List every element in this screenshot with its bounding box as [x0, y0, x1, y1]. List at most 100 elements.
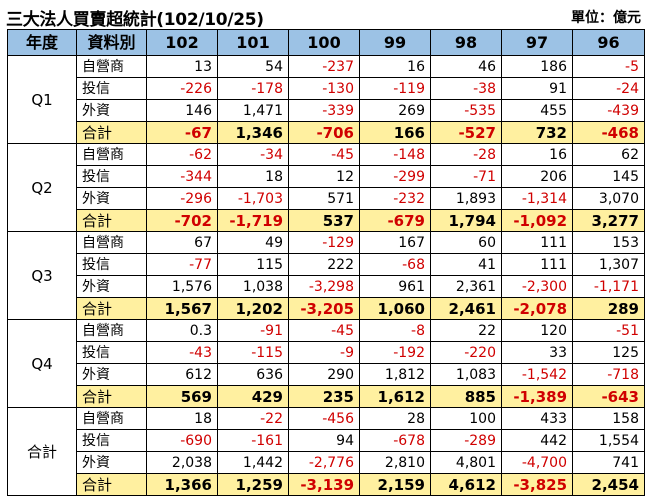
value-cell: -3,298 [288, 275, 360, 298]
value-cell: 158 [572, 407, 645, 430]
value-cell: -51 [572, 319, 645, 342]
table-row: 外資 -296 -1,703 571 -232 1,893 -1,314 3,070 [8, 187, 645, 210]
value-cell: -9 [288, 341, 360, 364]
value-cell: -439 [572, 99, 645, 122]
value-cell: -34 [217, 143, 289, 166]
value-cell: 269 [359, 99, 431, 122]
value-cell: -161 [217, 429, 289, 452]
table-row: Q2 自營商 -62 -34 -45 -148 -28 16 62 [7, 143, 645, 232]
value-cell: -3,139 [288, 473, 360, 496]
value-cell: 125 [572, 341, 645, 364]
value-cell: -289 [430, 429, 502, 452]
value-cell: -1,703 [217, 187, 289, 210]
period-label: Q1 [7, 55, 77, 144]
category-label: 合計 [76, 121, 147, 144]
category-label: 外資 [76, 275, 147, 298]
value-cell: 1,576 [146, 275, 218, 298]
value-cell: -299 [359, 165, 431, 188]
value-cell: 1,259 [217, 473, 289, 496]
value-cell: 16 [501, 143, 573, 166]
value-cell: 33 [501, 341, 573, 364]
value-cell: 1,554 [572, 429, 645, 452]
value-cell: 741 [572, 451, 645, 474]
table-row: Q1 自營商 13 54 -237 16 46 186 -5 [7, 55, 645, 144]
value-cell: -1,171 [572, 275, 645, 298]
value-cell: 206 [501, 165, 573, 188]
value-cell: 28 [359, 407, 431, 430]
value-cell: -1,314 [501, 187, 573, 210]
value-cell: -1,719 [217, 209, 289, 232]
value-cell: 18 [217, 165, 289, 188]
value-cell: -718 [572, 363, 645, 386]
category-label: 投信 [76, 341, 147, 364]
category-label: 投信 [76, 165, 147, 188]
value-cell: -148 [359, 143, 431, 166]
table-row: Q3 自營商 67 49 -129 167 60 111 153 [7, 231, 645, 320]
table-row: 外資 1,576 1,038 -3,298 961 2,361 -2,300 -1,171 [8, 275, 645, 298]
value-cell: -339 [288, 99, 360, 122]
category-label: 自營商 [76, 231, 147, 254]
value-cell: 13 [146, 55, 218, 78]
value-cell: -129 [288, 231, 360, 254]
value-cell: 222 [288, 253, 360, 276]
value-cell: -38 [430, 77, 502, 100]
value-cell: 16 [359, 55, 431, 78]
value-cell: -45 [288, 319, 360, 342]
value-cell: -702 [146, 209, 218, 232]
period-label: Q3 [7, 231, 77, 320]
category-label: 投信 [76, 429, 147, 452]
value-cell: 111 [501, 253, 573, 276]
value-cell: 60 [430, 231, 502, 254]
table-row: 投信 -690 -161 94 -678 -289 442 1,554 [8, 429, 645, 452]
value-cell: 1,612 [359, 385, 431, 408]
value-cell: 2,038 [146, 451, 218, 474]
value-cell: 1,202 [217, 297, 289, 320]
value-cell: -5 [572, 55, 645, 78]
category-label: 外資 [76, 451, 147, 474]
value-cell: 1,346 [217, 121, 289, 144]
value-cell: 1,567 [146, 297, 218, 320]
value-cell: -3,205 [288, 297, 360, 320]
value-cell: -3,825 [501, 473, 573, 496]
category-label: 合計 [76, 297, 147, 320]
value-cell: 612 [146, 363, 218, 386]
value-cell: -678 [359, 429, 431, 452]
value-cell: -22 [217, 407, 289, 430]
value-cell: -344 [146, 165, 218, 188]
value-cell: -77 [146, 253, 218, 276]
value-cell: 1,366 [146, 473, 218, 496]
value-cell: 111 [501, 231, 573, 254]
table-row: 投信 -226 -178 -130 -119 -38 91 -24 [8, 77, 645, 100]
value-cell: 62 [572, 143, 645, 166]
column-header: 99 [359, 29, 431, 56]
value-cell: -232 [359, 187, 431, 210]
column-header: 98 [430, 29, 502, 56]
value-cell: -67 [146, 121, 218, 144]
net-buy-sell-table: 年度 資料別 102 101 100 99 98 97 96 Q1 自營商 13 54 -237 16 46… [7, 29, 645, 496]
value-cell: 18 [146, 407, 218, 430]
value-cell: 537 [288, 209, 360, 232]
category-label: 外資 [76, 187, 147, 210]
value-cell: -706 [288, 121, 360, 144]
value-cell: 1,442 [217, 451, 289, 474]
value-cell: 3,277 [572, 209, 645, 232]
value-cell: 1,812 [359, 363, 431, 386]
value-cell: -1,092 [501, 209, 573, 232]
value-cell: -690 [146, 429, 218, 452]
value-cell: -4,700 [501, 451, 573, 474]
value-cell: 1,307 [572, 253, 645, 276]
value-cell: -71 [430, 165, 502, 188]
value-cell: 636 [217, 363, 289, 386]
value-cell: 2,454 [572, 473, 645, 496]
value-cell: -45 [288, 143, 360, 166]
value-cell: 115 [217, 253, 289, 276]
value-cell: 885 [430, 385, 502, 408]
table-row: 外資 2,038 1,442 -2,776 2,810 4,801 -4,700 741 [8, 451, 645, 474]
unit-label: 單位：億元 [571, 10, 641, 26]
column-header: 100 [288, 29, 360, 56]
value-cell: -68 [359, 253, 431, 276]
category-label: 自營商 [76, 407, 147, 430]
value-cell: -679 [359, 209, 431, 232]
value-cell: -119 [359, 77, 431, 100]
column-header: 96 [572, 29, 645, 56]
